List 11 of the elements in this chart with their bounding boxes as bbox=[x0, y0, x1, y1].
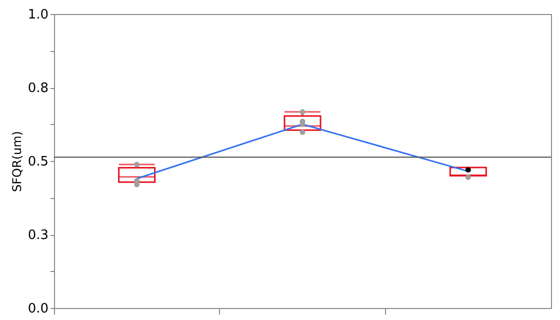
y-axis-title: SFQR(um) bbox=[10, 131, 24, 192]
point bbox=[465, 167, 471, 173]
y-tick-label: 1.0 bbox=[28, 8, 48, 22]
point bbox=[300, 109, 306, 115]
y-tick-label: 0.5 bbox=[28, 154, 48, 170]
point bbox=[465, 174, 471, 180]
point bbox=[134, 162, 140, 168]
y-tick-label: 0.0 bbox=[28, 302, 48, 316]
y-tick-label: 0.8 bbox=[28, 81, 48, 96]
point bbox=[300, 129, 306, 135]
y-tick-label: 0.3 bbox=[28, 228, 48, 243]
